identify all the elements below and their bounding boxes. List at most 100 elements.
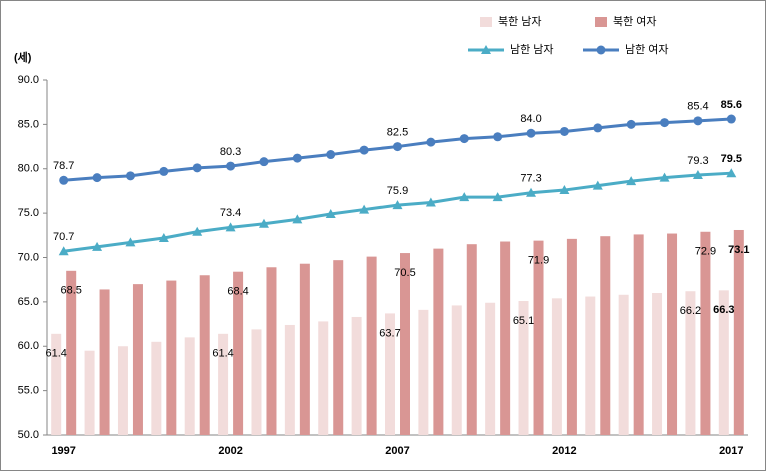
marker: [593, 123, 603, 133]
marker: [225, 222, 236, 232]
x-tick-label: 2012: [552, 445, 576, 457]
bar: [500, 241, 511, 435]
bar: [99, 289, 110, 435]
data-label: 79.5: [721, 153, 742, 165]
data-label: 85.4: [687, 101, 708, 113]
y-tick-label: 60.0: [18, 340, 39, 352]
y-tick-label: 80.0: [18, 163, 39, 175]
marker: [626, 176, 637, 186]
y-tick-label: 75.0: [18, 207, 39, 219]
bar: [151, 341, 162, 435]
data-label: 70.5: [394, 267, 415, 279]
bar: [518, 300, 529, 435]
legend-swatch: [595, 17, 607, 27]
marker: [693, 116, 703, 126]
legend-marker: [596, 45, 606, 55]
data-label: 61.4: [45, 348, 66, 360]
data-label: 66.3: [713, 304, 734, 316]
legend-label: 북한 남자: [498, 15, 542, 28]
x-tick-label: 2002: [218, 445, 242, 457]
marker: [359, 145, 369, 155]
bar: [318, 321, 329, 435]
bar: [566, 238, 577, 435]
data-label: 84.0: [520, 113, 541, 125]
data-label: 72.9: [695, 246, 716, 258]
marker: [258, 218, 269, 228]
bar: [84, 350, 95, 435]
bar: [184, 337, 195, 435]
data-label: 63.7: [379, 327, 400, 339]
data-label: 79.3: [687, 155, 708, 167]
data-label: 77.3: [520, 173, 541, 185]
bar: [485, 302, 496, 435]
marker: [692, 169, 703, 179]
y-axis-label: (세): [14, 50, 32, 64]
y-tick-label: 65.0: [18, 296, 39, 308]
bar: [451, 305, 462, 435]
marker: [659, 172, 670, 182]
legend-label: 북한 여자: [613, 15, 657, 28]
data-label: 68.4: [227, 286, 248, 298]
marker: [493, 132, 503, 142]
marker: [426, 137, 436, 147]
bar: [600, 236, 611, 435]
marker: [58, 246, 69, 256]
marker: [59, 175, 69, 185]
marker: [325, 209, 336, 219]
bar: [667, 233, 678, 435]
bar: [251, 329, 262, 435]
data-label: 82.5: [387, 126, 408, 138]
marker: [559, 126, 569, 136]
legend-label: 남한 남자: [510, 43, 554, 56]
data-label: 80.3: [220, 146, 241, 158]
marker: [526, 128, 536, 138]
bar: [218, 333, 229, 435]
bar: [466, 244, 477, 435]
data-label: 61.4: [212, 348, 233, 360]
marker: [626, 119, 636, 129]
y-tick-label: 85.0: [18, 118, 39, 130]
data-label: 65.1: [513, 315, 534, 327]
marker: [559, 185, 570, 195]
bar: [166, 280, 177, 435]
data-label: 75.9: [387, 185, 408, 197]
marker: [158, 232, 169, 242]
marker: [393, 142, 402, 152]
bar: [685, 291, 696, 435]
data-label: 71.9: [528, 255, 549, 267]
marker: [726, 168, 737, 178]
x-tick-label: 2007: [385, 445, 409, 457]
bar: [366, 256, 377, 435]
bar: [51, 333, 62, 435]
bar: [652, 293, 663, 435]
y-tick-label: 50.0: [18, 429, 39, 441]
marker: [159, 166, 169, 176]
bar: [117, 346, 128, 435]
marker: [459, 192, 470, 202]
y-tick-label: 55.0: [18, 385, 39, 397]
marker: [492, 192, 503, 202]
bar: [233, 271, 244, 435]
bar: [299, 263, 310, 435]
bar: [132, 284, 143, 435]
legend-swatch: [480, 17, 492, 27]
bar: [66, 270, 77, 435]
marker: [425, 197, 436, 207]
data-label: 70.7: [53, 231, 74, 243]
data-label: 73.1: [728, 244, 749, 256]
y-tick-label: 70.0: [18, 251, 39, 263]
marker: [292, 214, 303, 224]
data-label: 68.5: [60, 285, 81, 297]
marker: [326, 150, 336, 160]
data-label: 78.7: [53, 160, 74, 172]
bar: [418, 309, 429, 435]
marker: [526, 187, 537, 197]
marker: [92, 173, 102, 183]
marker: [259, 157, 269, 167]
bar: [266, 267, 277, 435]
x-tick-label: 2017: [719, 445, 743, 457]
data-label: 73.4: [220, 207, 241, 219]
marker: [125, 171, 135, 181]
